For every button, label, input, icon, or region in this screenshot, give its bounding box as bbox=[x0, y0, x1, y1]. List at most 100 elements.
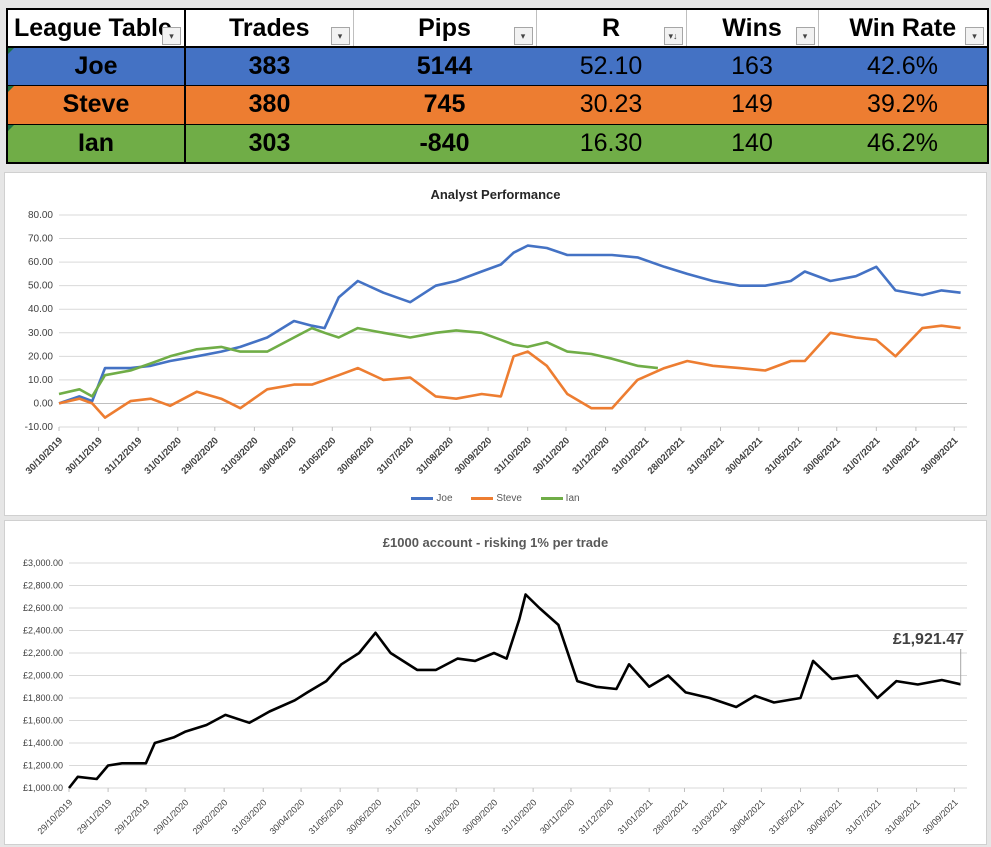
x-tick-label: 29/02/2020 bbox=[191, 797, 230, 836]
y-tick-label: £3,000.00 bbox=[23, 558, 63, 568]
cell-wins[interactable]: 140 bbox=[686, 124, 818, 163]
analyst-performance-chart[interactable]: Analyst Performance 80.00 70.00 60.00 50.00… bbox=[4, 172, 987, 516]
x-tick-label: 31/07/2020 bbox=[384, 797, 423, 836]
header-label: League Table bbox=[14, 13, 172, 42]
legend-swatch bbox=[471, 496, 494, 500]
legend-label: Ian bbox=[565, 493, 580, 504]
x-tick-label: 30/04/2020 bbox=[257, 435, 298, 476]
table-row[interactable]: Ian 303 -840 16.30 140 46.2% bbox=[7, 124, 988, 163]
x-tick-label: 28/02/2021 bbox=[646, 435, 688, 477]
x-tick-label: 30/04/2021 bbox=[724, 435, 766, 477]
legend-item: Ian bbox=[540, 493, 580, 504]
header-label: Trades bbox=[228, 13, 310, 42]
x-tick-label: 31/07/2020 bbox=[375, 435, 416, 476]
account-growth-chart[interactable]: £1000 account - risking 1% per trade £3,… bbox=[4, 520, 987, 845]
filter-dropdown-icon[interactable]: ▾ bbox=[513, 27, 533, 45]
x-tick-label: 31/03/2021 bbox=[690, 797, 729, 836]
y-tick-label: £1,800.00 bbox=[23, 693, 63, 703]
cell-win-rate[interactable]: 42.6% bbox=[818, 47, 988, 87]
cell-trades[interactable]: 303 bbox=[185, 124, 353, 163]
y-tick-label: 30.00 bbox=[28, 328, 53, 339]
x-tick-label: 31/08/2021 bbox=[883, 797, 922, 836]
legend-label: Joe bbox=[436, 493, 453, 504]
x-tick-label: 31/05/2021 bbox=[763, 435, 805, 477]
filter-dropdown-icon[interactable]: ▾ bbox=[330, 27, 350, 45]
header-label: Pips bbox=[418, 13, 471, 42]
cell-trades[interactable]: 383 bbox=[185, 47, 353, 87]
filter-dropdown-icon[interactable]: ▾ bbox=[965, 27, 984, 45]
cell-text: Steve bbox=[62, 90, 130, 119]
filter-dropdown-icon[interactable]: ▾ bbox=[795, 27, 815, 45]
y-tick-label: £1,400.00 bbox=[23, 738, 63, 748]
header-wins: Wins ▾ bbox=[686, 9, 819, 48]
cell-r[interactable]: 52.10 bbox=[536, 47, 686, 87]
x-tick-label: 29/01/2020 bbox=[152, 797, 191, 836]
x-tick-label: 30/09/2021 bbox=[921, 797, 960, 836]
x-tick-label: 30/09/2020 bbox=[453, 435, 494, 476]
x-tick-label: 31/08/2020 bbox=[415, 435, 456, 476]
cell-wins[interactable]: 149 bbox=[686, 85, 818, 125]
cell-text: Joe bbox=[74, 52, 118, 81]
table-row[interactable]: Steve 380 745 30.23 149 39.2% bbox=[7, 85, 988, 125]
x-tick-label: 31/01/2021 bbox=[616, 797, 655, 836]
y-tick-label: 50.00 bbox=[28, 281, 53, 292]
x-tick-label: 31/07/2021 bbox=[841, 435, 883, 477]
header-r: R ▾↓ bbox=[536, 9, 687, 48]
cell-name[interactable]: Joe bbox=[7, 47, 186, 87]
legend-item: Joe bbox=[411, 493, 453, 504]
chart-legend: Joe Steve Ian bbox=[5, 493, 986, 504]
cell-pips[interactable]: -840 bbox=[353, 124, 536, 163]
league-table-header-row: League Table ▾ Trades ▾ Pips ▾ R ▾↓ Wins ▾ Wi… bbox=[7, 9, 989, 48]
x-tick-label: 29/11/2019 bbox=[75, 797, 113, 835]
x-tick-label: 28/02/2021 bbox=[651, 797, 690, 836]
table-row[interactable]: Joe 383 5144 52.10 163 42.6% bbox=[7, 47, 988, 87]
series-line bbox=[58, 326, 659, 398]
cell-name[interactable]: Steve bbox=[7, 85, 186, 125]
x-tick-label: 30/04/2021 bbox=[728, 797, 767, 836]
y-tick-label: 10.00 bbox=[28, 375, 53, 386]
filter-dropdown-icon[interactable]: ▾ bbox=[162, 27, 181, 45]
cell-pips[interactable]: 5144 bbox=[353, 47, 536, 87]
x-tick-label: 31/07/2021 bbox=[844, 797, 883, 836]
x-tick-label: 30/11/2020 bbox=[538, 797, 576, 835]
x-tick-label: 30/10/2019 bbox=[24, 435, 65, 476]
cell-r[interactable]: 16.30 bbox=[536, 124, 686, 163]
chart-title: Analyst Performance bbox=[430, 187, 561, 202]
y-tick-label: £2,200.00 bbox=[23, 648, 63, 658]
x-tick-label: 29/02/2020 bbox=[180, 435, 221, 476]
y-tick-label: 0.00 bbox=[34, 398, 54, 409]
chart-title: £1000 account - risking 1% per trade bbox=[382, 535, 609, 550]
x-tick-label: 31/03/2021 bbox=[685, 435, 727, 477]
x-tick-label: 31/12/2019 bbox=[103, 435, 144, 476]
y-tick-label: £2,000.00 bbox=[23, 671, 63, 681]
cell-win-rate[interactable]: 46.2% bbox=[818, 124, 988, 163]
y-tick-label: 40.00 bbox=[28, 304, 53, 315]
header-label: R bbox=[601, 13, 621, 42]
sort-descending-filter-icon[interactable]: ▾↓ bbox=[663, 27, 683, 45]
y-tick-label: -10.00 bbox=[25, 422, 54, 433]
cell-trades[interactable]: 380 bbox=[185, 85, 353, 125]
x-tick-label: 31/12/2020 bbox=[570, 435, 611, 476]
y-tick-label: £2,800.00 bbox=[23, 581, 63, 591]
cell-win-rate[interactable]: 39.2% bbox=[818, 85, 988, 125]
cell-pips[interactable]: 745 bbox=[353, 85, 536, 125]
y-tick-label: 80.00 bbox=[28, 210, 53, 221]
x-tick-label: 31/10/2020 bbox=[492, 435, 533, 476]
cell-wins[interactable]: 163 bbox=[686, 47, 818, 87]
header-label: Wins bbox=[722, 13, 782, 42]
x-tick-label: 31/08/2020 bbox=[423, 797, 462, 836]
cell-r[interactable]: 30.23 bbox=[536, 85, 686, 125]
comment-indicator-icon bbox=[8, 48, 14, 54]
header-pips: Pips ▾ bbox=[353, 9, 537, 48]
cell-name[interactable]: Ian bbox=[7, 124, 186, 163]
legend-label: Steve bbox=[496, 493, 522, 504]
header-trades: Trades ▾ bbox=[185, 9, 354, 48]
x-tick-label: 31/10/2020 bbox=[500, 797, 539, 836]
x-tick-label: 31/01/2020 bbox=[142, 435, 183, 476]
analyst-performance-plot: 80.00 70.00 60.00 50.00 40.00 30.00 20.00 10.00… bbox=[24, 210, 967, 477]
x-tick-label: 31/05/2020 bbox=[307, 797, 346, 836]
y-tick-label: £1,200.00 bbox=[23, 761, 63, 771]
comment-indicator-icon bbox=[8, 86, 14, 93]
x-tick-label: 30/04/2020 bbox=[268, 797, 307, 836]
account-growth-plot: £3,000.00 £2,800.00 £2,600.00 £2,400.00 £2,2… bbox=[23, 558, 967, 836]
